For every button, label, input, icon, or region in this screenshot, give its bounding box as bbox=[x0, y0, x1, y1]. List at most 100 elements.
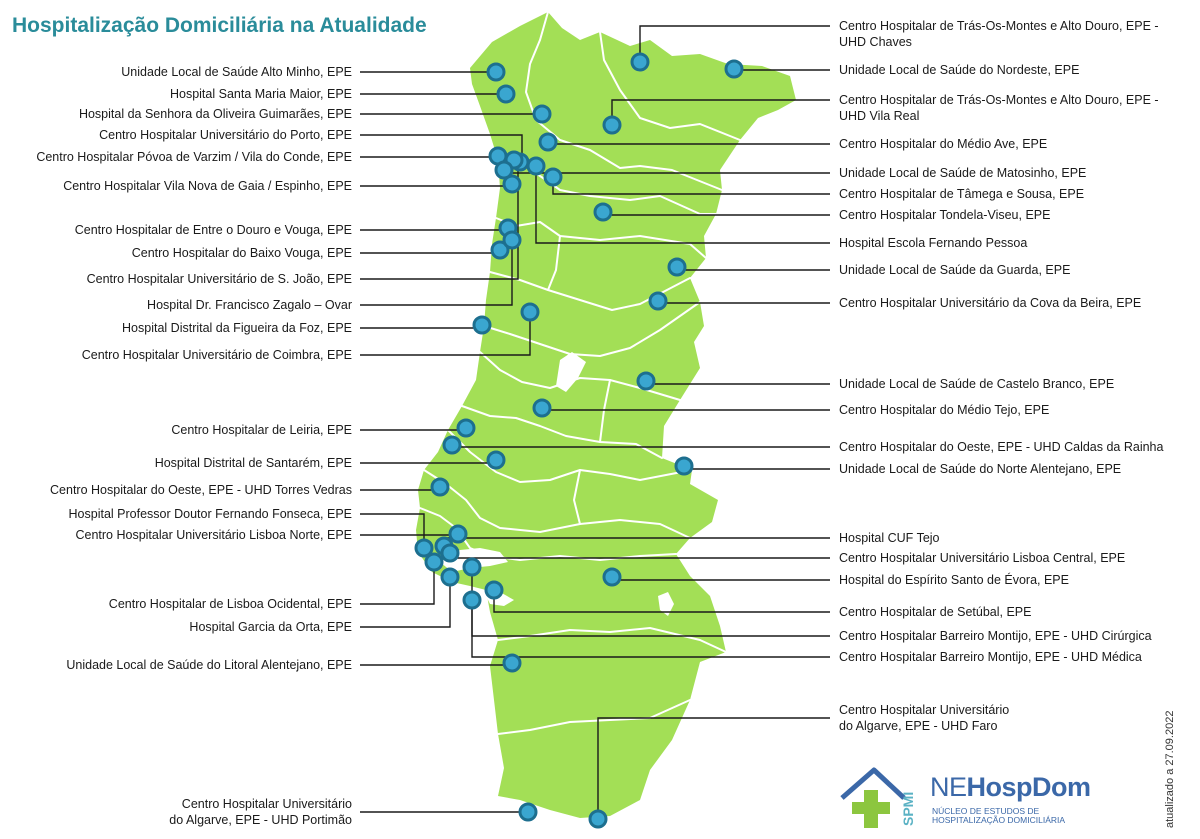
label-line: Unidade Local de Saúde do Norte Alenteja… bbox=[839, 462, 1122, 476]
alqueva bbox=[658, 592, 674, 616]
page-title: Hospitalização Domiciliária na Atualidad… bbox=[12, 14, 427, 37]
label-line: Unidade Local de Saúde de Matosinho, EPE bbox=[839, 166, 1087, 180]
label-matosinhos: Unidade Local de Saúde de Matosinho, EPE bbox=[839, 165, 1086, 181]
label-setubal: Centro Hospitalar de Setúbal, EPE bbox=[839, 604, 1031, 620]
label-line: Hospital Distrital da Figueira da Foz, E… bbox=[122, 321, 352, 335]
label-line: Centro Hospitalar do Oeste, EPE - UHD Ca… bbox=[839, 440, 1164, 454]
logo-spmi: SPMI bbox=[900, 791, 916, 826]
marker-gaia-espinho[interactable] bbox=[502, 174, 522, 194]
label-line: Unidade Local de Saúde de Castelo Branco… bbox=[839, 377, 1115, 391]
label-santarem: Hospital Distrital de Santarém, EPE bbox=[155, 455, 352, 471]
marker-fernando-pessoa[interactable] bbox=[526, 156, 546, 176]
marker-matosinhos[interactable] bbox=[494, 160, 514, 180]
marker-oeste-caldas[interactable] bbox=[442, 435, 462, 455]
label-line: Centro Hospitalar Universitário de Coimb… bbox=[81, 348, 352, 362]
label-tmad-chaves: Centro Hospitalar de Trás-Os-Montes e Al… bbox=[839, 18, 1159, 50]
label-alto-minho: Unidade Local de Saúde Alto Minho, EPE bbox=[121, 64, 352, 80]
marker-algarve-faro[interactable] bbox=[588, 809, 608, 829]
label-line: Unidade Local de Saúde Alto Minho, EPE bbox=[121, 65, 352, 79]
logo-cross-icon bbox=[852, 790, 890, 828]
marker-guarda[interactable] bbox=[667, 257, 687, 277]
updated-note-text: atualizado a 27.09.2022 bbox=[1164, 710, 1176, 828]
label-line: Hospital CUF Tejo bbox=[839, 531, 940, 545]
marker-alto-minho[interactable] bbox=[486, 62, 506, 82]
marker-litoral-alentejano[interactable] bbox=[502, 653, 522, 673]
label-line: Centro Hospitalar Universitário Lisboa N… bbox=[75, 528, 352, 542]
label-cova-beira: Centro Hospitalar Universitário da Cova … bbox=[839, 295, 1141, 311]
marker-medio-tejo[interactable] bbox=[532, 398, 552, 418]
label-nordeste: Unidade Local de Saúde do Nordeste, EPE bbox=[839, 62, 1079, 78]
marker-algarve-portimao[interactable] bbox=[518, 802, 538, 822]
label-line: Centro Hospitalar de Tâmega e Sousa, EPE bbox=[839, 187, 1085, 201]
label-tamega-sousa: Centro Hospitalar de Tâmega e Sousa, EPE bbox=[839, 186, 1084, 202]
label-line: Hospital da Senhora da Oliveira Guimarãe… bbox=[78, 107, 352, 121]
label-castelo-branco: Unidade Local de Saúde de Castelo Branco… bbox=[839, 376, 1114, 392]
label-line: Unidade Local de Saúde do Nordeste, EPE bbox=[839, 63, 1080, 77]
logo-subtitle: NÚCLEO DE ESTUDOS DE HOSPITALIZAÇÃO DOMI… bbox=[932, 807, 1065, 825]
label-tmad-vila-real: Centro Hospitalar de Trás-Os-Montes e Al… bbox=[839, 92, 1159, 124]
logo-ne: NE bbox=[930, 772, 967, 802]
label-line: Centro Hospitalar de Lisboa Ocidental, E… bbox=[108, 597, 352, 611]
marker-tmad-chaves[interactable] bbox=[630, 52, 650, 72]
marker-espirito-santo-evora[interactable] bbox=[602, 567, 622, 587]
marker-nordeste[interactable] bbox=[724, 59, 744, 79]
marker-garcia-orta[interactable] bbox=[440, 567, 460, 587]
label-line: UHD Chaves bbox=[839, 35, 912, 49]
label-line: Centro Hospitalar de Leiria, EPE bbox=[171, 423, 352, 437]
marker-oliveira-guimaraes[interactable] bbox=[532, 104, 552, 124]
label-line: Centro Hospitalar de Trás-Os-Montes e Al… bbox=[839, 93, 1159, 107]
label-line: Hospital Santa Maria Maior, EPE bbox=[169, 87, 352, 101]
marker-univ-coimbra[interactable] bbox=[520, 302, 540, 322]
marker-setubal[interactable] bbox=[484, 580, 504, 600]
leader-line-zagalo-ovar bbox=[360, 240, 513, 306]
leader-line-garcia-orta bbox=[360, 577, 451, 628]
marker-santarem[interactable] bbox=[486, 450, 506, 470]
label-line: Centro Hospitalar de Setúbal, EPE bbox=[839, 605, 1032, 619]
marker-tamega-sousa[interactable] bbox=[543, 167, 563, 187]
marker-castelo-branco[interactable] bbox=[636, 371, 656, 391]
marker-norte-alentejano[interactable] bbox=[674, 456, 694, 476]
district-borders bbox=[419, 11, 741, 735]
label-oeste-caldas: Centro Hospitalar do Oeste, EPE - UHD Ca… bbox=[839, 439, 1163, 455]
marker-tmad-vila-real[interactable] bbox=[602, 115, 622, 135]
label-litoral-alentejano: Unidade Local de Saúde do Litoral Alente… bbox=[66, 657, 352, 673]
marker-medio-ave[interactable] bbox=[538, 132, 558, 152]
label-barreiro-medica: Centro Hospitalar Barreiro Montijo, EPE … bbox=[839, 649, 1142, 665]
marker-lisboa-central[interactable] bbox=[440, 543, 460, 563]
portugal-land bbox=[416, 12, 796, 818]
label-oeste-torres: Centro Hospitalar do Oeste, EPE - UHD To… bbox=[50, 482, 352, 498]
marker-zagalo-ovar[interactable] bbox=[502, 230, 522, 250]
marker-lisboa-ocidental[interactable] bbox=[424, 552, 444, 572]
marker-figueira-foz[interactable] bbox=[472, 315, 492, 335]
nehospdom-logo: SPMI NEHospDom NÚCLEO DE ESTUDOS DE HOSP… bbox=[838, 764, 1098, 830]
marker-cova-beira[interactable] bbox=[648, 291, 668, 311]
label-line: Unidade Local de Saúde da Guarda, EPE bbox=[839, 263, 1071, 277]
marker-baixo-vouga[interactable] bbox=[490, 240, 510, 260]
label-baixo-vouga: Centro Hospitalar do Baixo Vouga, EPE bbox=[132, 245, 352, 261]
marker-leiria[interactable] bbox=[456, 418, 476, 438]
marker-fernando-fonseca[interactable] bbox=[414, 538, 434, 558]
logo-hospdom: HospDom bbox=[966, 772, 1092, 802]
marker-santa-maria-maior[interactable] bbox=[496, 84, 516, 104]
label-univ-porto: Centro Hospitalar Universitário do Porto… bbox=[99, 127, 352, 143]
label-line: Centro Hospitalar Universitário Lisboa C… bbox=[839, 551, 1126, 565]
reservoir bbox=[556, 352, 586, 392]
logo-brand: NEHospDom bbox=[930, 772, 1091, 803]
leader-line-fernando-fonseca bbox=[360, 513, 425, 548]
label-line: Centro Hospitalar Universitário de S. Jo… bbox=[86, 272, 352, 286]
label-algarve-portimao: Centro Hospitalar Universitário do Algarv… bbox=[169, 796, 352, 828]
marker-tondela-viseu[interactable] bbox=[593, 202, 613, 222]
label-garcia-orta: Hospital Garcia da Orta, EPE bbox=[189, 619, 352, 635]
label-univ-coimbra: Centro Hospitalar Universitário de Coimb… bbox=[82, 347, 352, 363]
marker-barreiro-medica[interactable] bbox=[462, 590, 482, 610]
label-line: UHD Vila Real bbox=[839, 109, 920, 123]
marker-oeste-torres[interactable] bbox=[430, 477, 450, 497]
label-line: Centro Hospitalar Universitário bbox=[181, 797, 352, 811]
label-line: Hospital do Espírito Santo de Évora, EPE bbox=[839, 573, 1069, 587]
marker-barreiro-cirurgica[interactable] bbox=[462, 557, 482, 577]
leader-line-algarve-faro bbox=[597, 717, 830, 819]
label-gaia-espinho: Centro Hospitalar Vila Nova de Gaia / Es… bbox=[63, 178, 352, 194]
label-lisboa-central: Centro Hospitalar Universitário Lisboa C… bbox=[839, 550, 1125, 566]
marker-lisboa-norte[interactable] bbox=[448, 524, 468, 544]
